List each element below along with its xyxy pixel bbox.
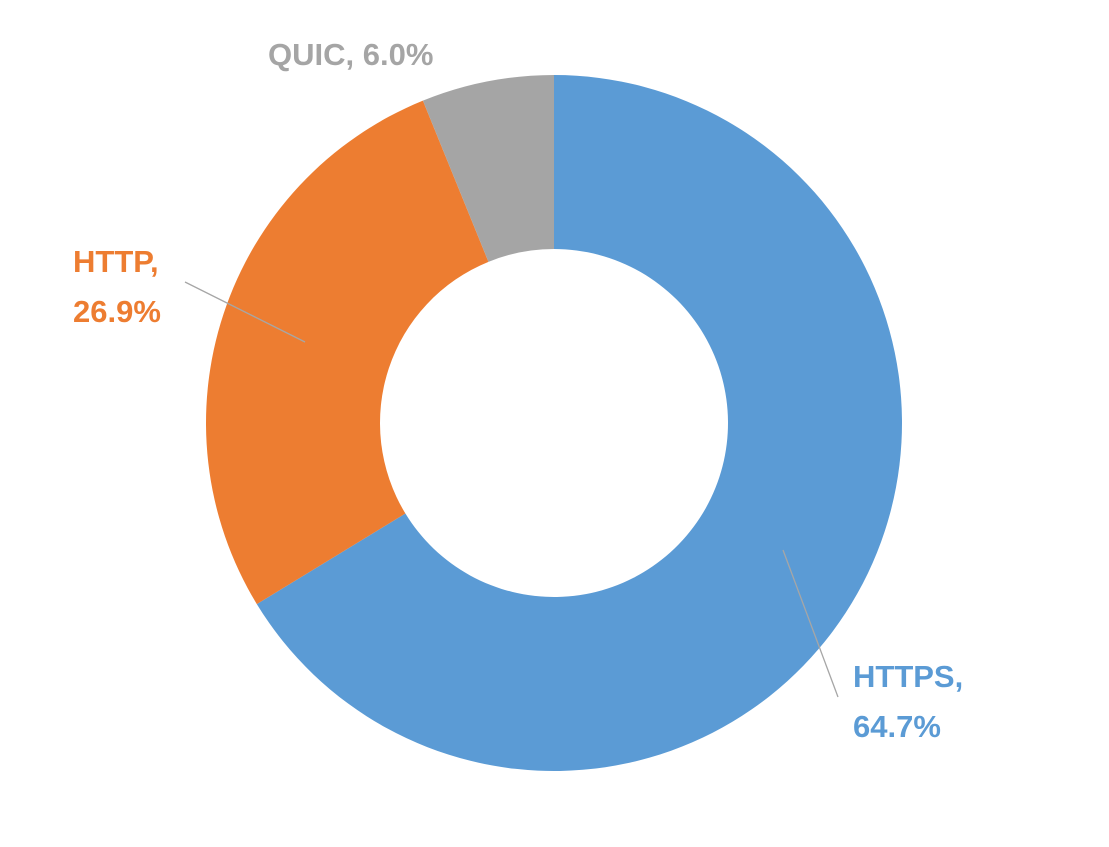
donut-slice xyxy=(205,100,489,605)
donut-slice xyxy=(256,75,903,772)
data-label: HTTP, 26.9% xyxy=(73,244,161,329)
data-label: QUIC, 6.0% xyxy=(268,37,434,72)
data-label: HTTPS, 64.7% xyxy=(853,659,964,744)
donut-slice xyxy=(422,75,554,262)
leader-line xyxy=(184,281,306,343)
leader-line xyxy=(782,549,839,698)
